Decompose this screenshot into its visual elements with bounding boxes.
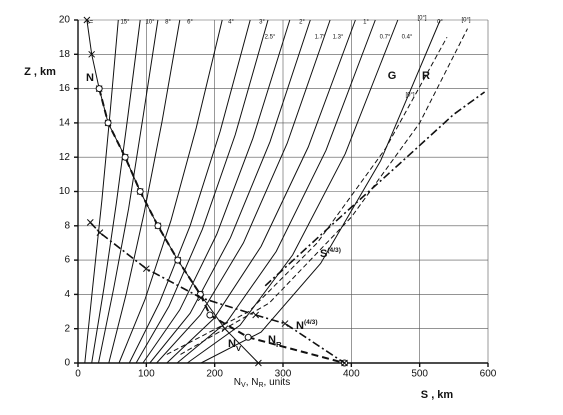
- curve-label-sup: (4/3): [327, 247, 341, 254]
- curve-label-text: S: [320, 248, 327, 260]
- curve-label-text: N: [268, 334, 276, 346]
- marker-cross: [96, 229, 104, 237]
- ray-label: 0°: [437, 20, 443, 26]
- marker-circle: [244, 333, 252, 341]
- coverage-dashed: [166, 36, 448, 355]
- elevation-ray: [84, 19, 119, 364]
- ray-label: 10°: [145, 20, 155, 26]
- y-tick-label: 8: [64, 220, 70, 231]
- marker-cross: [341, 359, 348, 367]
- x-tick-label: 600: [480, 369, 497, 380]
- x-tick-label: 300: [275, 369, 292, 380]
- elevation-ray: [187, 19, 399, 364]
- curve-label-sub: R: [276, 340, 282, 349]
- x-axis-label-2-part-text: , N: [246, 377, 259, 388]
- y-tick-label: 4: [64, 289, 70, 300]
- curve-label: N(4/3): [296, 319, 318, 332]
- x-tick-label: 200: [206, 369, 223, 380]
- x-axis-label-2-part-sub: R: [258, 382, 263, 389]
- marker-cross: [142, 265, 150, 273]
- ray-label: 6°: [187, 20, 193, 26]
- elevation-ray: [91, 19, 141, 364]
- elevation-ray: [200, 19, 441, 364]
- annotation: G: [388, 70, 397, 82]
- curve-label: NR: [268, 334, 282, 349]
- ray-label: 1.7°: [315, 35, 326, 41]
- y-tick-label: 12: [59, 152, 71, 163]
- marker-circle: [206, 311, 214, 319]
- elevation-ray: [156, 19, 331, 364]
- elevation-ray: [166, 19, 356, 364]
- ray-label: 3°: [259, 20, 265, 26]
- y-tick-label: 0: [64, 358, 70, 369]
- marker-cross: [281, 320, 289, 327]
- marker-circle: [95, 85, 103, 93]
- y-tick-label: 10: [59, 186, 71, 197]
- elevation-ray: [108, 19, 181, 364]
- marker-cross: [255, 359, 262, 367]
- y-tick-label: 6: [64, 255, 70, 266]
- y-axis-label: Z , km: [24, 66, 56, 78]
- elevation-ray: [135, 19, 269, 364]
- x-axis-label-2-part-sub: V: [241, 382, 246, 389]
- annotation: N: [86, 72, 94, 84]
- ray-label: 1°: [363, 20, 369, 26]
- x-tick-label: 100: [138, 369, 155, 380]
- y-tick-label: 18: [59, 49, 71, 60]
- y-tick-label: 16: [59, 83, 71, 94]
- curve-label-text: N: [228, 338, 236, 350]
- elevation-ray: [98, 19, 159, 364]
- elevation-ray: [149, 19, 311, 364]
- marker-circle: [104, 119, 112, 127]
- ray-label: 0.4°: [402, 35, 413, 41]
- annotation: ε=: [87, 20, 94, 26]
- x-axis-label-2-part-text: , units: [264, 377, 291, 388]
- curve-label: S(4/3): [320, 247, 341, 260]
- y-tick-label: 20: [59, 15, 71, 26]
- x-tick-label: 0: [75, 369, 81, 380]
- marker-circle: [136, 188, 144, 195]
- marker-cross: [221, 325, 229, 333]
- x-axis-label-2-part-text: N: [234, 377, 241, 388]
- x-tick-label: 500: [411, 369, 428, 380]
- marker-circle: [154, 222, 162, 230]
- ray-label: 4°: [228, 20, 234, 26]
- x-axis-label-2: NV, NR, units: [234, 377, 290, 390]
- marker-cross: [83, 16, 91, 24]
- elevation-ray: [142, 19, 291, 364]
- ray-label: 8°: [165, 20, 171, 26]
- marker-cross: [86, 219, 94, 226]
- annotation: R: [422, 70, 430, 82]
- profile-curve: [264, 91, 486, 287]
- x-axis-label: S , km: [421, 389, 454, 401]
- ray-label: 2°: [299, 20, 305, 26]
- y-tick-label: 2: [64, 323, 70, 334]
- marker-cross: [88, 50, 96, 58]
- marker-cross: [252, 311, 260, 319]
- marker-circle: [174, 256, 182, 264]
- elevation-ray: [176, 19, 376, 364]
- y-tick-label: 14: [59, 118, 71, 129]
- elevation-ray: [118, 19, 223, 364]
- coverage-dashed: [180, 28, 468, 355]
- marker-circle: [121, 153, 129, 161]
- profile-curve: [98, 88, 345, 364]
- elevation-ray: [128, 19, 251, 364]
- ray-label: 15°: [120, 20, 130, 26]
- ray-label: 0.7°: [380, 35, 391, 41]
- marker-cross: [197, 294, 205, 302]
- annotation: [0°]: [461, 18, 470, 24]
- ray-label: 2.5°: [265, 35, 276, 41]
- curve-label-sub: V: [236, 344, 242, 353]
- ray-label: 1.3°: [333, 35, 344, 41]
- curve-label: NV: [228, 338, 242, 353]
- x-tick-label: 400: [343, 369, 360, 380]
- annotation: [0°]: [405, 93, 414, 99]
- curve-label-sup: (4/3): [304, 319, 318, 326]
- curve-label-text: N: [296, 320, 304, 332]
- annotation: [0°]: [417, 16, 426, 22]
